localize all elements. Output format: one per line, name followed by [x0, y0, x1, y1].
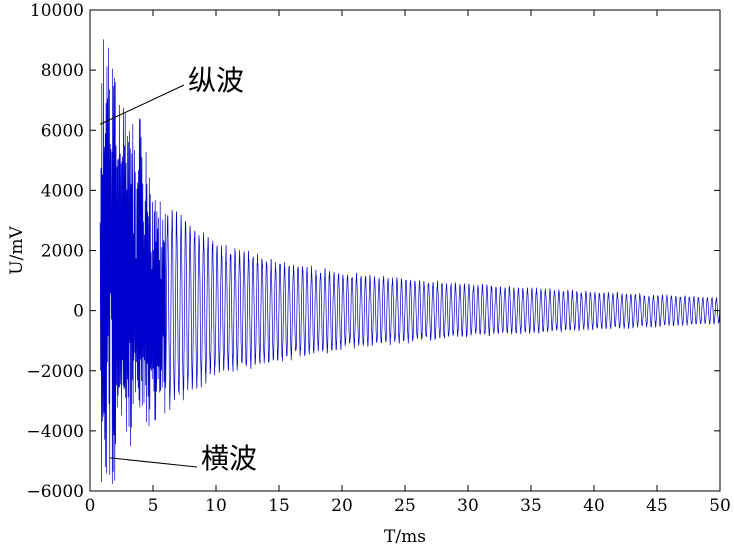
- x-tick-label: 10: [205, 496, 227, 516]
- y-tick-label: 4000: [41, 181, 84, 201]
- x-tick-label: 15: [268, 496, 290, 516]
- x-axis-label: T/ms: [384, 527, 426, 547]
- y-tick-label: 0: [73, 302, 84, 322]
- signal-trace-layer: [99, 39, 721, 485]
- y-tick-label: 10000: [30, 1, 84, 21]
- x-tick-label: 25: [394, 496, 416, 516]
- y-tick-label: 2000: [41, 242, 84, 262]
- x-tick-label: 50: [709, 496, 731, 516]
- x-tick-label: 20: [331, 496, 353, 516]
- y-tick-label: 8000: [41, 61, 84, 81]
- x-tick-label: 45: [646, 496, 668, 516]
- x-tick-label: 30: [457, 496, 479, 516]
- y-axis-ticks: 10000 8000 6000 4000 2000 0 −2000 −4000 −6000: [26, 1, 720, 502]
- plot-frame: [89, 9, 721, 492]
- x-tick-label: 40: [583, 496, 605, 516]
- x-tick-label: 35: [520, 496, 542, 516]
- y-tick-label: −2000: [26, 362, 84, 382]
- annotation-leader-longitudinal: [99, 84, 185, 125]
- annotation-transverse-wave: 横波: [201, 442, 257, 475]
- x-tick-label: 5: [148, 496, 159, 516]
- y-axis-label: U/mV: [7, 226, 27, 275]
- y-tick-label: −6000: [26, 482, 84, 502]
- x-tick-label: 0: [85, 496, 96, 516]
- annotation-longitudinal-wave: 纵波: [188, 64, 244, 97]
- annotations: 纵波 横波: [99, 64, 257, 475]
- annotation-leader-transverse: [110, 457, 198, 468]
- signal-trace: [99, 39, 721, 485]
- x-axis-ticks: 0 5 10 15 20 25 30 35 40 45 50: [85, 10, 731, 516]
- y-tick-label: −4000: [26, 422, 84, 442]
- y-tick-label: 6000: [41, 121, 84, 141]
